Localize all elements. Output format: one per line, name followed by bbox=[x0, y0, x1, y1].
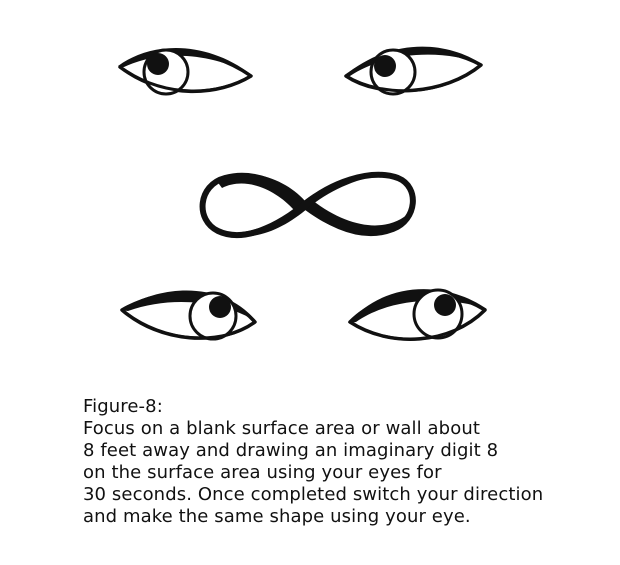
infinity-icon bbox=[199, 171, 416, 238]
top-right-eye-icon bbox=[344, 46, 483, 96]
instruction-line-4: 30 seconds. Once completed switch your d… bbox=[83, 484, 544, 505]
top-left-eye-icon bbox=[118, 47, 253, 96]
bottom-left-eye-icon bbox=[120, 290, 257, 341]
instruction-line-2: 8 feet away and drawing an imaginary dig… bbox=[83, 440, 499, 461]
instruction-line-1: Focus on a blank surface area or wall ab… bbox=[83, 418, 480, 439]
figure-illustration bbox=[118, 46, 487, 341]
bottom-right-eye-icon bbox=[348, 288, 487, 341]
instruction-line-5: and make the same shape using your eye. bbox=[83, 506, 471, 527]
instruction-line-3: on the surface area using your eyes for bbox=[83, 462, 442, 483]
figure-title: Figure-8: bbox=[83, 396, 163, 417]
figure-caption: Figure-8: Focus on a blank surface area … bbox=[83, 396, 603, 528]
